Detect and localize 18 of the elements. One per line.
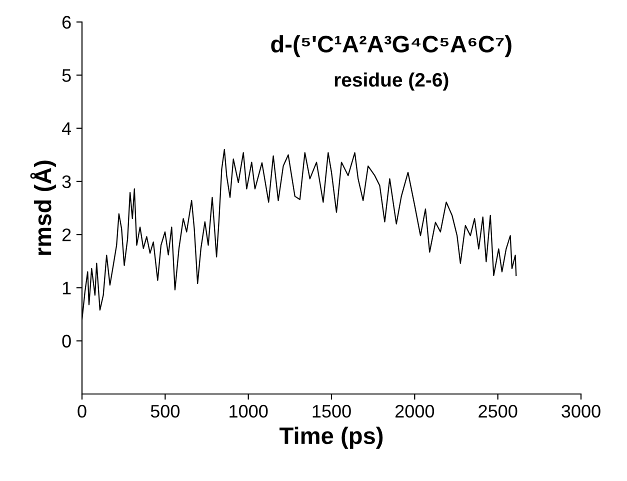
x-tick-label: 1000: [230, 404, 268, 418]
x-tick-label: 3000: [562, 404, 600, 418]
x-tick-label: 1500: [312, 404, 351, 418]
y-axis-title: rmsd (Å): [30, 160, 56, 255]
x-axis-title: Time (ps): [280, 426, 383, 449]
x-tick-label: 2500: [478, 404, 518, 418]
x-tick-label: 500: [150, 404, 180, 418]
text: d-(⁵'C¹A²A³G⁴C⁵A⁶C⁷): [271, 35, 512, 58]
y-tick-label: 2: [62, 228, 71, 242]
y-tick-label: 6: [62, 16, 71, 29]
text: residue (2-6): [334, 72, 448, 91]
y-tick-label: 1: [62, 282, 71, 294]
y-tick-label: 5: [62, 69, 71, 82]
y-tick-label: 0: [62, 334, 71, 348]
y-tick-label: 4: [62, 122, 72, 135]
x-tick-label: 0: [78, 404, 86, 418]
y-tick-label: 3: [62, 175, 71, 188]
x-tick-label: 2000: [395, 404, 434, 418]
